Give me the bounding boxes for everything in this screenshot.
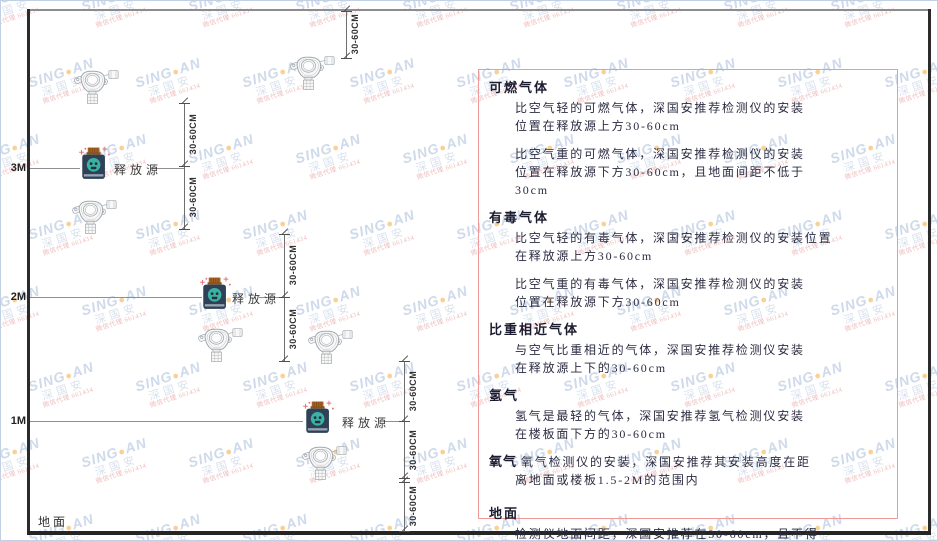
dimension-label: 30-60CM <box>188 113 198 155</box>
ceiling-line <box>27 9 931 11</box>
release-source-icon <box>76 145 112 183</box>
release-source-label: 释放源 <box>114 163 163 177</box>
leader-2m <box>30 297 202 298</box>
panel-section: 比重相近气体与空气比重相近的气体，深国安推荐检测仪安装 在释放源上下的30-60c… <box>489 321 885 377</box>
panel-section: 可燃气体比空气轻的可燃气体，深国安推荐检测仪的安装 位置在释放源上方30-60cm… <box>489 79 885 199</box>
release-source-icon <box>300 399 336 437</box>
gas-detector-icon <box>73 67 119 107</box>
dimension-line <box>404 361 405 532</box>
section-text-line: 比空气重的可燃气体，深国安推荐检测仪的安装 <box>515 147 805 161</box>
installation-guide-panel: 可燃气体比空气轻的可燃气体，深国安推荐检测仪的安装 位置在释放源上方30-60cm… <box>478 69 898 540</box>
gas-detector-icon <box>197 325 243 365</box>
section-heading: 比重相近气体 <box>489 322 580 337</box>
section-text-line: 检测仪地面间距，深国安推荐在30-60cm，且不得 <box>515 527 819 541</box>
section-paragraph: 比空气重的有毒气体，深国安推荐检测仪的安装 位置在释放源下方30-60cm <box>515 275 885 311</box>
section-paragraph: 比空气轻的有毒气体，深国安推荐检测仪的安装位置 在释放源上方30-60cm <box>515 229 885 265</box>
panel-section: 地面检测仪地面间距，深国安推荐在30-60cm，且不得小于30cm，因为过低容易… <box>489 505 885 541</box>
dimension-label: 30-60CM <box>188 176 198 218</box>
dimension-label: 30-60CM <box>408 429 418 471</box>
gas-detector-icon <box>301 443 347 483</box>
left-wall-line <box>27 9 30 535</box>
dimension-tick <box>341 58 352 59</box>
axis-label-1m: 1M <box>10 415 26 427</box>
section-heading: 氧气 <box>489 454 518 469</box>
leader-2m-to-dim <box>259 297 284 298</box>
section-text-line: 位置在释放源上方30-60cm <box>515 119 681 133</box>
dimension-tick <box>179 103 190 104</box>
section-heading: 可燃气体 <box>489 80 550 95</box>
gas-detector-icon <box>71 197 117 237</box>
gas-detector-icon <box>307 327 353 367</box>
dimension-tick <box>179 166 190 167</box>
section-paragraph: 比空气重的可燃气体，深国安推荐检测仪的安装 位置在释放源下方30-60cm，且地面… <box>515 145 885 199</box>
panel-section: 氧气 氧气检测仪的安装，深国安推荐其安装高度在距离地面或楼板1.5-2M的范围内 <box>489 453 885 489</box>
release-source-label: 释放源 <box>342 416 391 430</box>
section-text-line: 比空气轻的可燃气体，深国安推荐检测仪的安装 <box>515 101 805 115</box>
section-text-line: 位置在释放源下方30-60cm，且地面间距不低于 <box>515 165 805 179</box>
dimension-line <box>346 11 347 58</box>
dimension-tick <box>399 531 410 532</box>
section-heading: 有毒气体 <box>489 210 550 225</box>
section-text-line: 比空气重的有毒气体，深国安推荐检测仪的安装 <box>515 277 805 291</box>
section-heading: 地面 <box>489 506 520 521</box>
dimension-tick <box>179 229 190 230</box>
dimension-label: 30-60CM <box>408 370 418 412</box>
dimension-tick <box>399 361 410 362</box>
section-paragraph: 氢气是最轻的气体，深国安推荐氢气检测仪安装 在楼板面下方的30-60cm <box>515 407 885 443</box>
section-text-line: 在释放源上下的30-60cm <box>515 361 667 375</box>
section-text-line: 位置在释放源下方30-60cm <box>515 295 681 309</box>
release-source-icon <box>197 275 233 313</box>
ground-label: 地面 <box>38 515 69 529</box>
section-text-line: 离地面或楼板1.5-2M的范围内 <box>515 473 700 487</box>
section-text-line: 比空气轻的有毒气体，深国安推荐检测仪的安装位置 <box>515 231 833 245</box>
section-text-line: 30cm <box>515 183 549 197</box>
dimension-label: 30-60CM <box>288 244 298 286</box>
section-text-line: 氧气检测仪的安装，深国安推荐其安装高度在距 <box>521 455 811 469</box>
section-text-line: 与空气比重相近的气体，深国安推荐检测仪安装 <box>515 343 805 357</box>
section-paragraph: 比空气轻的可燃气体，深国安推荐检测仪的安装 位置在释放源上方30-60cm <box>515 99 885 135</box>
dimension-tick <box>279 361 290 362</box>
axis-label-3m: 3M <box>10 162 26 174</box>
panel-section: 有毒气体比空气轻的有毒气体，深国安推荐检测仪的安装位置 在释放源上方30-60cm… <box>489 209 885 311</box>
section-paragraph: 氧气检测仪的安装，深国安推荐其安装高度在距离地面或楼板1.5-2M的范围内 <box>515 453 885 489</box>
section-heading: 氢气 <box>489 388 520 403</box>
panel-sections: 可燃气体比空气轻的可燃气体，深国安推荐检测仪的安装 位置在释放源上方30-60cm… <box>489 79 885 541</box>
section-paragraph: 与空气比重相近的气体，深国安推荐检测仪安装 在释放源上下的30-60cm <box>515 341 885 377</box>
section-text-line: 氢气是最轻的气体，深国安推荐氢气检测仪安装 <box>515 409 805 423</box>
right-wall-line <box>928 9 931 535</box>
dimension-tick <box>279 234 290 235</box>
dimension-tick <box>399 421 410 422</box>
panel-section: 氢气氢气是最轻的气体，深国安推荐氢气检测仪安装 在楼板面下方的30-60cm <box>489 387 885 443</box>
leader-3m-to-dim <box>151 168 184 169</box>
ground-line <box>27 531 931 535</box>
leader-3m <box>30 168 80 169</box>
axis-label-2m: 2M <box>10 291 26 303</box>
dimension-label: 30-60CM <box>288 308 298 350</box>
leader-1m <box>30 421 303 422</box>
dimension-label: 30-60CM <box>408 485 418 527</box>
section-text-line: 在释放源上方30-60cm <box>515 249 654 263</box>
leader-1m-to-dim <box>384 421 404 422</box>
section-paragraph: 检测仪地面间距，深国安推荐在30-60cm，且不得小于30cm，因为过低容易水溅… <box>515 525 885 541</box>
gas-detector-icon <box>289 53 335 93</box>
release-source-label: 释放源 <box>232 292 281 306</box>
dimension-label: 30-60CM <box>350 13 360 55</box>
section-text-line: 在楼板面下方的30-60cm <box>515 427 667 441</box>
dimension-tick <box>341 11 352 12</box>
dimension-tick <box>279 297 290 298</box>
dimension-tick <box>399 482 410 483</box>
